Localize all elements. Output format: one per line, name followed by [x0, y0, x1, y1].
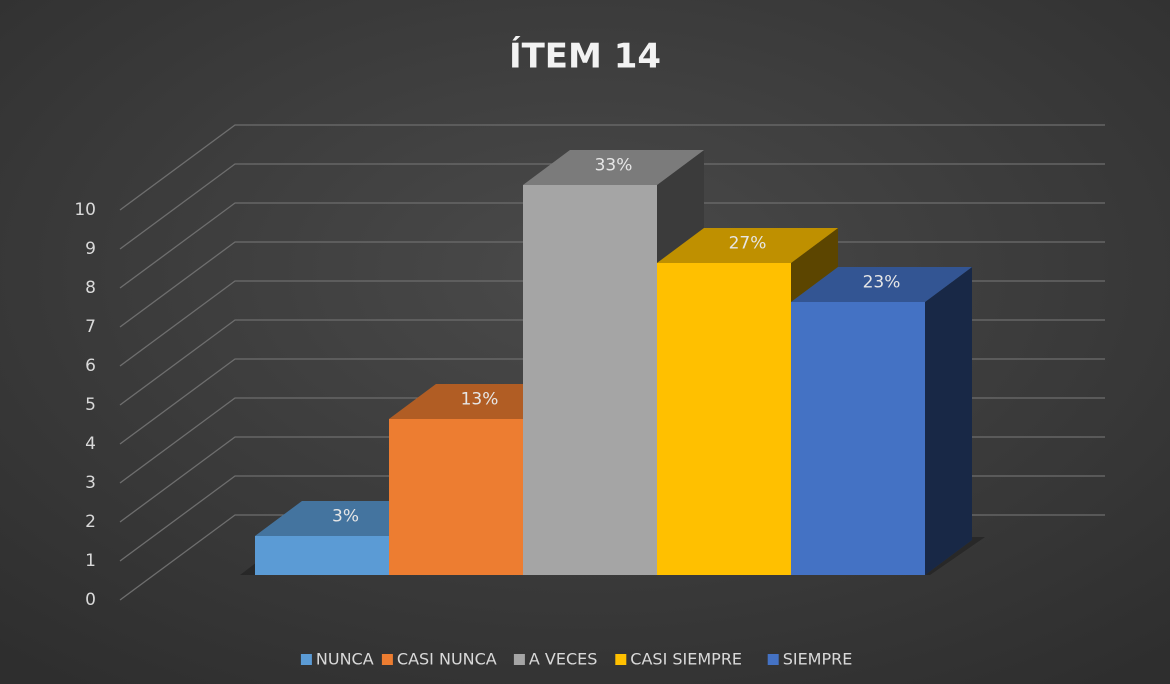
y-tick-label: 2 [85, 512, 96, 532]
grid-line [119, 163, 1105, 250]
bar-top-shade [791, 267, 972, 302]
legend-swatch [767, 654, 779, 665]
grid-line [119, 202, 1105, 289]
y-tick-label: 4 [85, 434, 96, 454]
y-tick-label: 9 [85, 239, 96, 259]
y-tick-label: 5 [85, 395, 96, 415]
legend-label: A VECES [529, 650, 598, 669]
bar [791, 302, 925, 575]
bar [255, 536, 389, 575]
data-label: 23% [863, 273, 901, 293]
legend-swatch [300, 654, 312, 665]
legend-swatch [381, 654, 393, 665]
y-tick-label: 10 [74, 200, 96, 220]
legend-swatch [615, 654, 627, 665]
bar-top-shade [657, 228, 838, 263]
bar-side [925, 267, 972, 575]
data-label: 13% [461, 390, 499, 410]
legend-label: CASI SIEMPRE [630, 650, 742, 669]
y-tick-label: 1 [85, 551, 96, 571]
bar-top-shade [523, 150, 704, 185]
bar [523, 185, 657, 575]
legend-label: NUNCA [316, 650, 374, 669]
data-label: 27% [729, 234, 767, 254]
legend-swatch [513, 654, 525, 665]
y-tick-label: 8 [85, 278, 96, 298]
data-label: 3% [332, 507, 359, 527]
bar-side-shade [925, 267, 972, 575]
legend-label: CASI NUNCA [397, 650, 497, 669]
y-tick-label: 6 [85, 356, 96, 376]
y-tick-label: 7 [85, 317, 96, 337]
bar-top [523, 150, 704, 185]
chart-title: ÍTEM 14 [509, 36, 661, 77]
bar [389, 419, 523, 575]
y-tick-label: 0 [85, 590, 96, 610]
grid-line [119, 124, 1105, 211]
bar-top [791, 267, 972, 302]
bar [657, 263, 791, 575]
legend-label: SIEMPRE [783, 650, 853, 669]
bar-top [657, 228, 838, 263]
y-tick-label: 3 [85, 473, 96, 493]
data-label: 33% [595, 156, 633, 176]
